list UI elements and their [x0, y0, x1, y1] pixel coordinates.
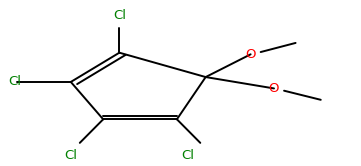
Text: Cl: Cl [64, 149, 77, 162]
Text: O: O [269, 82, 279, 95]
Text: O: O [245, 48, 256, 61]
Text: Cl: Cl [181, 149, 194, 162]
Text: Cl: Cl [113, 9, 126, 22]
Text: Cl: Cl [8, 75, 21, 88]
